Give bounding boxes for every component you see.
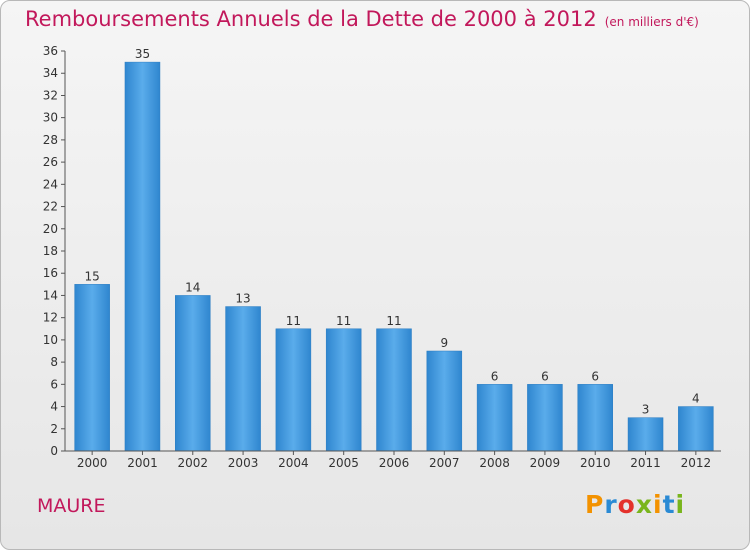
bar: [74, 284, 110, 452]
x-tick-label: 2003: [228, 456, 259, 470]
x-tick-label: 2010: [580, 456, 611, 470]
y-tick-label: 20: [43, 222, 58, 236]
bar: [325, 328, 362, 452]
logo-letter: o: [617, 490, 636, 519]
bar-value-label: 9: [440, 336, 448, 350]
bar: [527, 384, 563, 452]
proxiti-logo: Proxiti: [585, 490, 685, 519]
bar-value-label: 3: [642, 403, 650, 417]
bar: [627, 417, 664, 452]
x-tick-label: 2006: [379, 456, 410, 470]
x-tick-label: 2009: [530, 456, 561, 470]
bar: [426, 350, 463, 452]
bar-value-label: 35: [135, 47, 150, 61]
logo-letter: r: [604, 490, 618, 519]
bar: [175, 295, 211, 452]
y-tick-label: 30: [43, 111, 58, 125]
x-tick-label: 2007: [429, 456, 460, 470]
logo-letter: P: [585, 490, 605, 519]
bar: [577, 384, 613, 452]
bar: [124, 61, 161, 452]
bar: [225, 306, 261, 452]
chart-unit: (en milliers d'€): [604, 15, 699, 29]
y-tick-label: 14: [43, 288, 58, 302]
bar: [275, 328, 312, 452]
x-tick-label: 2001: [127, 456, 158, 470]
bar-value-label: 13: [235, 292, 250, 306]
chart-title: Remboursements Annuels de la Dette de 20…: [25, 7, 699, 31]
y-tick-label: 2: [50, 422, 58, 436]
x-tick-label: 2012: [681, 456, 712, 470]
x-tick-label: 2002: [177, 456, 208, 470]
bar-value-label: 6: [591, 369, 599, 383]
bar: [376, 328, 412, 452]
bar-value-label: 14: [185, 280, 200, 294]
y-tick-label: 36: [43, 44, 58, 58]
x-tick-label: 2005: [328, 456, 359, 470]
logo-letter: i: [653, 490, 663, 519]
y-tick-label: 4: [50, 400, 58, 414]
y-tick-label: 16: [43, 266, 58, 280]
y-tick-label: 28: [43, 133, 58, 147]
logo-letter: i: [675, 490, 686, 519]
x-tick-label: 2011: [630, 456, 661, 470]
logo-letter: t: [662, 490, 676, 519]
y-tick-label: 10: [43, 333, 58, 347]
y-tick-label: 18: [43, 244, 58, 258]
y-tick-label: 26: [43, 155, 58, 169]
y-tick-label: 24: [43, 177, 58, 191]
bar: [476, 384, 513, 452]
y-tick-label: 6: [50, 377, 58, 391]
logo-letter: x: [635, 490, 653, 519]
y-tick-label: 32: [43, 88, 58, 102]
bar-value-label: 11: [386, 314, 401, 328]
y-tick-label: 0: [50, 444, 58, 458]
y-tick-label: 22: [43, 200, 58, 214]
bar-value-label: 6: [541, 369, 549, 383]
bar-value-label: 11: [336, 314, 351, 328]
y-tick-label: 12: [43, 311, 58, 325]
x-tick-label: 2004: [278, 456, 309, 470]
x-tick-label: 2000: [77, 456, 108, 470]
y-tick-label: 8: [50, 355, 58, 369]
x-tick-label: 2008: [479, 456, 510, 470]
bar: [678, 406, 714, 452]
bar-value-label: 15: [85, 269, 100, 283]
bar-value-label: 6: [491, 369, 499, 383]
chart-title-text: Remboursements Annuels de la Dette de 20…: [25, 7, 597, 31]
commune-name: MAURE: [37, 495, 106, 517]
bar-value-label: 4: [692, 392, 700, 406]
y-tick-label: 34: [43, 66, 58, 80]
bar-value-label: 11: [286, 314, 301, 328]
